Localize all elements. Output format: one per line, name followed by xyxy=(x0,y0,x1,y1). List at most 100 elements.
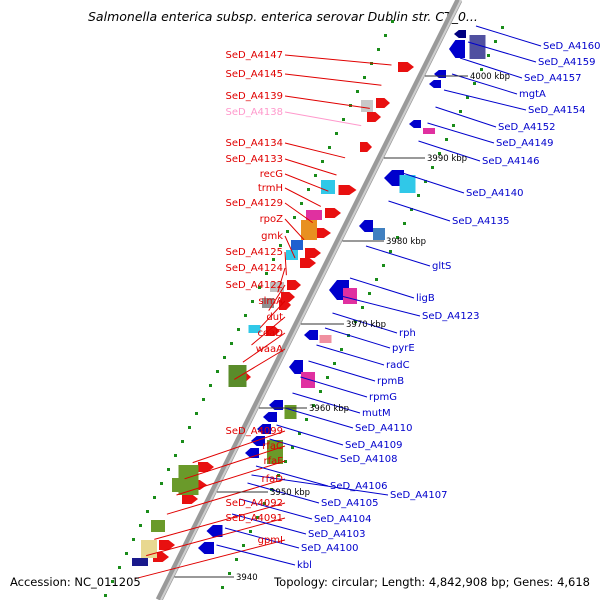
gene-block-right xyxy=(399,175,416,193)
gene-block-left xyxy=(270,282,284,292)
gene-label-right: SeD_A4109 xyxy=(345,440,403,451)
gene-label-left: coaD xyxy=(258,328,284,339)
gene-block-left xyxy=(301,220,317,240)
gene-block-right xyxy=(343,288,357,304)
leader-line xyxy=(284,95,370,109)
gene-label-right: rpmB xyxy=(377,376,404,387)
leader-line xyxy=(234,348,286,380)
gene-label-right: mgtA xyxy=(519,89,546,100)
gc-dot xyxy=(300,202,303,205)
leader-line xyxy=(276,424,344,446)
gc-dot xyxy=(223,356,226,359)
gene-arrow-reverse xyxy=(159,540,175,550)
gc-dot xyxy=(368,292,371,295)
leader-line xyxy=(192,430,286,464)
leader-line xyxy=(284,54,392,66)
gc-dot xyxy=(501,26,504,29)
gene-label-right: SeD_A4103 xyxy=(308,529,366,540)
leader-line xyxy=(308,360,376,382)
gene-label-right: SeD_A4135 xyxy=(452,216,510,227)
gc-dot xyxy=(340,348,343,351)
gc-dot xyxy=(272,258,275,261)
gene-arrow-forward xyxy=(434,70,446,78)
gc-dot xyxy=(403,222,406,225)
gene-label-right: SeD_A4159 xyxy=(538,57,596,68)
gene-arrow-reverse xyxy=(279,300,291,310)
gene-label-right: SeD_A4140 xyxy=(466,188,524,199)
gc-dot xyxy=(228,572,231,575)
gene-arrow-forward xyxy=(206,525,223,537)
gene-arrow-forward xyxy=(409,120,421,128)
leader-line xyxy=(435,106,497,128)
leader-line xyxy=(268,284,286,311)
tick-label: 4000 kbp xyxy=(470,72,510,82)
gene-label-left: slmA xyxy=(258,296,283,307)
gene-label-right: SeD_A4123 xyxy=(422,311,480,322)
gene-label-left: rfaC xyxy=(262,441,283,452)
gc-dot xyxy=(249,530,252,533)
gene-label-left: dut xyxy=(266,312,283,323)
gene-block-left xyxy=(151,520,165,532)
gc-dot xyxy=(459,110,462,113)
gc-dot xyxy=(153,496,156,499)
gc-dot xyxy=(277,474,280,477)
leader-line xyxy=(239,498,313,520)
gc-dot xyxy=(251,300,254,303)
gene-arrow-reverse xyxy=(182,494,198,504)
gene-arrow-forward xyxy=(384,170,404,186)
gene-arrow-reverse xyxy=(367,112,381,122)
leader-line xyxy=(154,502,286,540)
leader-line xyxy=(427,122,495,144)
gene-label-left: trmH xyxy=(258,183,283,194)
gene-arrow-forward xyxy=(429,80,441,88)
gene-arrow-forward xyxy=(304,330,318,340)
leader-line xyxy=(284,235,296,259)
gene-label-left: SeD_A4099 xyxy=(226,426,284,437)
leader-line xyxy=(224,527,300,549)
leader-line xyxy=(216,544,296,566)
gc-dot xyxy=(298,432,301,435)
gene-arrow-reverse xyxy=(198,462,214,472)
leader-line xyxy=(284,407,354,429)
gene-label-right: SeD_A4104 xyxy=(314,514,372,525)
gc-dot xyxy=(202,398,205,401)
gene-label-right: SeD_A4146 xyxy=(482,156,540,167)
gc-dot xyxy=(235,558,238,561)
gc-dot xyxy=(244,314,247,317)
leader-line xyxy=(231,513,307,535)
leader-line xyxy=(349,277,415,299)
gc-dot xyxy=(160,482,163,485)
gene-block-left xyxy=(361,100,373,112)
leader-line xyxy=(443,89,527,111)
gene-label-left: recG xyxy=(260,169,283,180)
gene-block-left xyxy=(321,180,335,194)
gene-label-right: SeD_A4149 xyxy=(496,138,554,149)
leader-line xyxy=(459,57,523,79)
gc-dot xyxy=(181,440,184,443)
gene-labels: SeD_A4147 SeD_A4145 SeD_A4139 SeD_A4138 SeD_… xyxy=(226,41,600,571)
gc-dot xyxy=(431,166,434,169)
gene-arrow-reverse xyxy=(376,98,390,108)
leader-line xyxy=(300,376,368,398)
gc-dot xyxy=(111,580,114,583)
gc-dot xyxy=(354,320,357,323)
gene-arrow-forward xyxy=(289,360,303,374)
gc-dot xyxy=(377,48,380,51)
leader-line xyxy=(277,267,286,293)
gc-dot xyxy=(305,418,308,421)
gc-dot xyxy=(361,306,364,309)
leader-line xyxy=(292,392,361,414)
gc-dot-tracks xyxy=(104,20,504,597)
leader-line xyxy=(284,187,322,207)
gc-dot xyxy=(242,544,245,547)
gene-block-right xyxy=(301,372,315,388)
gene-arrow-forward xyxy=(359,220,373,232)
gene-label-right: SeD_A4108 xyxy=(340,454,398,465)
gc-dot xyxy=(335,132,338,135)
gene-label-left: SeD_A4124 xyxy=(226,263,284,274)
gc-dot xyxy=(396,236,399,239)
gc-dot xyxy=(494,40,497,43)
gc-dot xyxy=(333,362,336,365)
gc-dot xyxy=(391,20,394,23)
